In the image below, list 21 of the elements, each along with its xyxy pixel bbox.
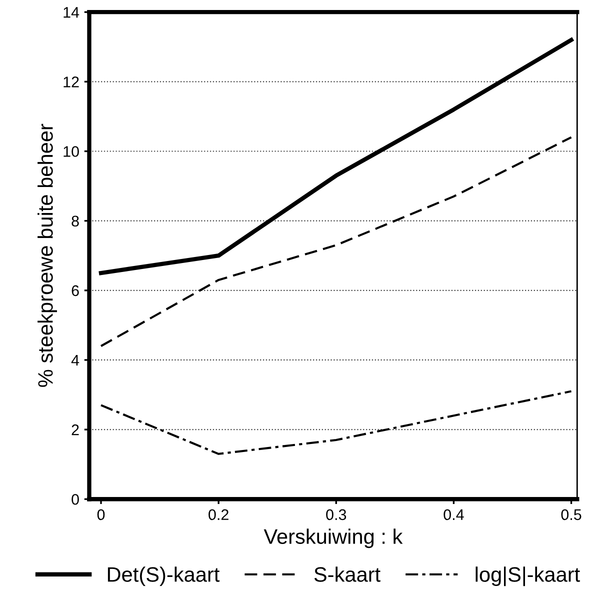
line-series <box>100 136 572 348</box>
y-tick-label: 6 <box>72 285 79 296</box>
x-tick-label: 0 <box>97 509 105 520</box>
y-tick-label: 8 <box>72 216 79 227</box>
x-tick-label: 0.3 <box>326 509 346 520</box>
legend-label: S-kaart <box>314 566 380 582</box>
legend-label: log|S|-kaart <box>476 566 580 586</box>
y-tick-label: 0 <box>72 494 79 505</box>
x-tick-label: 0.2 <box>208 509 228 520</box>
y-axis-title: % steekproewe buite beheer <box>38 124 57 387</box>
y-tick-label: 4 <box>71 355 80 366</box>
legend-label: Det(S)-kaart <box>108 566 220 586</box>
x-tick-label: 0.5 <box>561 509 582 520</box>
y-tick-label: 10 <box>64 146 79 157</box>
y-tick-label: 2 <box>72 424 79 436</box>
x-axis-title: Verskuiwing : k <box>264 528 403 548</box>
x-tick-label: 0.4 <box>444 509 464 520</box>
line-series <box>100 390 572 455</box>
y-tick-label: 12 <box>64 76 79 88</box>
y-tick-label: 14 <box>64 7 80 18</box>
line-series <box>98 38 574 276</box>
